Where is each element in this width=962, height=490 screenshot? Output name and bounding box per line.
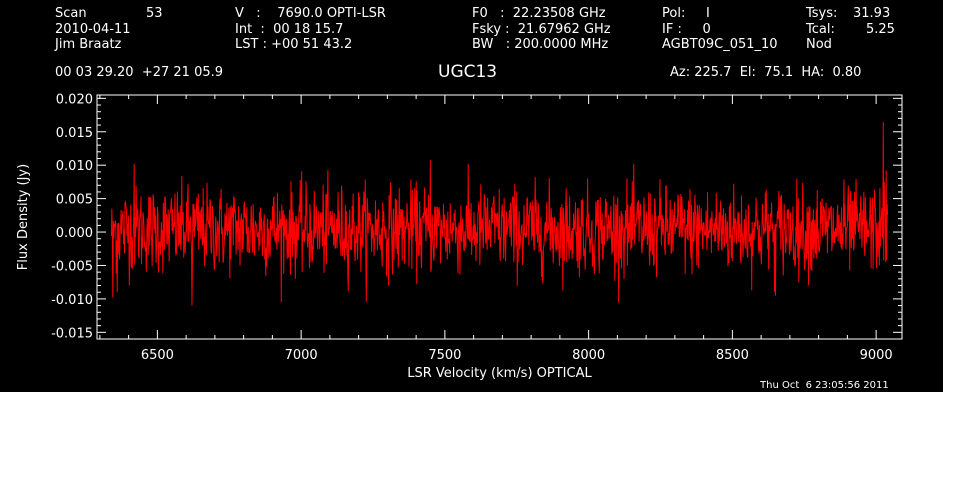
sky-frequency: Fsky : 21.67962 GHz [472, 22, 611, 37]
bandwidth: BW : 200.0000 MHz [472, 37, 609, 52]
velocity-info: V : 7690.0 OPTI-LSR [235, 6, 386, 21]
spectrum-series-line [110, 121, 889, 306]
x-tick-label: 9000 [860, 348, 893, 363]
y-tick-label: 0.000 [56, 226, 93, 241]
series-layer [110, 121, 889, 306]
scan-number: 53 [146, 6, 163, 21]
timestamp: Thu Oct 6 23:05:56 2011 [760, 380, 889, 391]
tsys-value: 31.93 [853, 6, 891, 21]
source-coordinates: 00 03 29.20 +27 21 05.9 [55, 65, 224, 80]
x-tick-label: 8000 [572, 348, 605, 363]
spectrum-chart: 6500 7000 7500 8000 8500 9000 -0.015 -0.010 -0.0… [16, 92, 903, 381]
y-tick-label: 0.020 [56, 92, 93, 107]
y-tick-label: -0.015 [51, 326, 93, 341]
y-tick-label: 0.010 [56, 159, 93, 174]
az-el-ha: Az: 225.7 El: 75.1 HA: 0.80 [670, 65, 862, 80]
x-tick-label: 7000 [285, 348, 318, 363]
source-name: UGC13 [438, 62, 498, 82]
rest-frequency: F0 : 22.23508 GHz [472, 6, 606, 21]
ticks-layer: 6500 7000 7500 8000 8500 9000 -0.015 -0.010 -0.0… [51, 92, 902, 363]
scan-label: Scan [55, 6, 87, 21]
if-number: IF : 0 [662, 22, 711, 37]
x-tick-label: 7500 [428, 348, 461, 363]
procedure-name: Nod [806, 37, 832, 52]
integration-time: Int : 00 18 15.7 [235, 22, 344, 37]
y-tick-label: 0.015 [56, 126, 93, 141]
y-tick-label: -0.005 [51, 259, 93, 274]
x-tick-label: 6500 [141, 348, 174, 363]
tcal-value: 5.25 [866, 22, 895, 37]
tsys-label: Tsys: [806, 6, 838, 21]
observer-name: Jim Braatz [55, 37, 122, 52]
polarization: Pol: I [662, 6, 710, 21]
plot-frame [96, 94, 903, 340]
y-tick-label: -0.010 [51, 293, 93, 308]
tcal-label: Tcal: [806, 22, 835, 37]
spectrum-plot-window: Scan 53 2010-04-11 Jim Braatz V : 7690.0… [0, 0, 943, 392]
lst-info: LST : +00 51 43.2 [235, 37, 353, 52]
project-id: AGBT09C_051_10 [662, 37, 778, 52]
x-tick-label: 8500 [716, 348, 749, 363]
y-tick-label: 0.005 [56, 193, 93, 208]
y-axis-label: Flux Density (Jy) [16, 164, 31, 270]
observation-date: 2010-04-11 [55, 22, 131, 37]
x-axis-label: LSR Velocity (km/s) OPTICAL [407, 366, 592, 381]
